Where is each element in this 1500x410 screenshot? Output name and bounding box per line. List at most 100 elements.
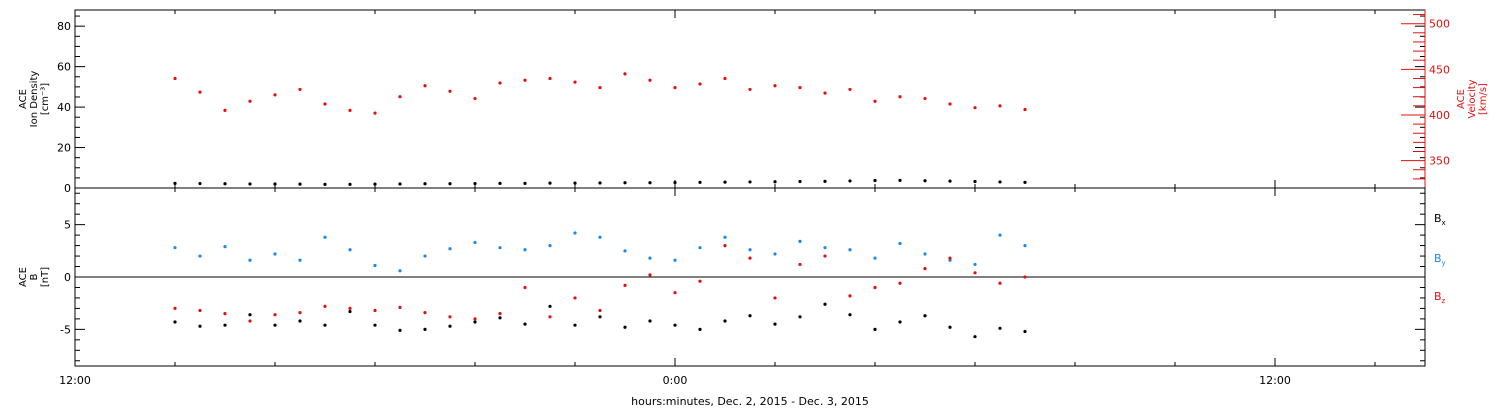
- data-point-bz: [498, 312, 502, 316]
- data-point-by: [423, 254, 427, 258]
- data-point-bz: [598, 308, 602, 313]
- series-velocity: [173, 72, 1027, 115]
- data-point-bx: [598, 315, 602, 319]
- y-tick-label: -5: [60, 323, 71, 336]
- data-point-bz: [623, 283, 627, 287]
- data-point-by: [573, 231, 577, 235]
- y2-tick-label: 450: [1429, 63, 1450, 76]
- data-point-by: [323, 235, 327, 239]
- data-point-by: [398, 269, 402, 273]
- magnetic-field-panel: -5 0 5 ACE B [nT] Bx By Bz 12:00 0:00 12:00: [18, 187, 1446, 387]
- data-point-by: [648, 256, 652, 260]
- data-point-density: [548, 181, 552, 185]
- data-point-density: [798, 179, 802, 184]
- series-bx: [173, 302, 1027, 339]
- data-point-bx: [948, 325, 952, 329]
- data-point-velocity: [948, 102, 952, 106]
- data-point-density: [898, 178, 902, 182]
- data-point-bz: [823, 254, 827, 258]
- data-point-density: [348, 182, 352, 186]
- data-point-bz: [773, 296, 777, 300]
- data-point-velocity: [323, 102, 327, 106]
- x-tick-label: 0:00: [663, 374, 688, 387]
- data-point-density: [323, 182, 327, 186]
- y-tick-label: 20: [57, 142, 71, 155]
- series-density: [173, 178, 1027, 186]
- data-point-bz: [748, 256, 752, 260]
- y-axis-title-line: ACE: [18, 267, 29, 287]
- data-point-bz: [648, 273, 652, 277]
- y2-tick-label: 350: [1429, 155, 1450, 168]
- data-point-by: [523, 248, 527, 252]
- data-point-bz: [948, 256, 952, 260]
- data-point-by: [673, 258, 677, 262]
- data-point-density: [973, 179, 977, 184]
- data-point-density: [1023, 180, 1027, 184]
- data-point-velocity: [998, 104, 1002, 108]
- data-point-by: [898, 241, 902, 246]
- data-point-density: [923, 179, 927, 183]
- data-point-by: [923, 252, 927, 256]
- data-point-bz: [923, 267, 927, 271]
- data-point-bx: [498, 316, 502, 320]
- data-point-density: [873, 178, 877, 183]
- data-point-by: [723, 235, 727, 239]
- data-point-density: [623, 181, 627, 185]
- data-point-velocity: [248, 99, 252, 103]
- data-point-by: [1023, 243, 1027, 248]
- data-point-velocity: [598, 85, 602, 90]
- data-point-bx: [748, 314, 752, 318]
- data-point-bz: [573, 296, 577, 300]
- data-point-by: [348, 248, 352, 252]
- y2-axis-title-line: [km/s]: [1478, 83, 1489, 115]
- y2-tick-label: 500: [1429, 18, 1450, 31]
- legend-entry-bz: Bz: [1434, 290, 1446, 305]
- y-tick-label: 80: [57, 20, 71, 33]
- data-point-by: [823, 246, 827, 250]
- data-point-bx: [423, 327, 427, 331]
- data-point-velocity: [698, 82, 702, 86]
- data-point-density: [998, 180, 1002, 184]
- data-point-bx: [998, 326, 1002, 330]
- data-point-velocity: [898, 95, 902, 99]
- data-point-velocity: [1023, 107, 1027, 112]
- data-point-density: [948, 179, 952, 183]
- data-point-density: [523, 181, 527, 185]
- data-point-bx: [198, 324, 202, 328]
- y-axis-title-line: B: [29, 273, 40, 280]
- y2-tick-label: 400: [1429, 109, 1450, 122]
- data-point-bx: [623, 325, 627, 329]
- data-point-velocity: [223, 108, 227, 113]
- data-point-bz: [348, 306, 352, 311]
- data-point-bx: [348, 309, 352, 314]
- data-point-bz: [223, 312, 227, 316]
- data-point-bx: [248, 313, 252, 317]
- data-point-density: [773, 180, 777, 184]
- data-point-density: [698, 180, 702, 184]
- data-point-bz: [523, 285, 527, 290]
- data-point-density: [298, 182, 302, 186]
- data-point-density: [498, 181, 502, 185]
- data-point-velocity: [748, 87, 752, 92]
- data-point-bz: [323, 304, 327, 308]
- data-point-density: [473, 181, 477, 186]
- data-point-bz: [198, 308, 202, 313]
- data-point-bz: [998, 281, 1002, 285]
- data-point-velocity: [548, 76, 552, 81]
- data-point-velocity: [298, 87, 302, 92]
- data-point-bz: [723, 243, 727, 248]
- data-point-density: [598, 181, 602, 185]
- data-point-by: [473, 240, 477, 245]
- data-point-density: [848, 179, 852, 183]
- data-point-bz: [898, 281, 902, 285]
- data-point-bz: [248, 319, 252, 323]
- data-point-bx: [698, 327, 702, 331]
- data-point-bz: [848, 294, 852, 298]
- data-point-velocity: [448, 89, 452, 93]
- y-tick-label: 0: [64, 271, 71, 284]
- data-point-velocity: [423, 84, 427, 88]
- data-point-velocity: [198, 90, 202, 94]
- data-point-bx: [648, 319, 652, 323]
- data-point-bx: [173, 320, 177, 324]
